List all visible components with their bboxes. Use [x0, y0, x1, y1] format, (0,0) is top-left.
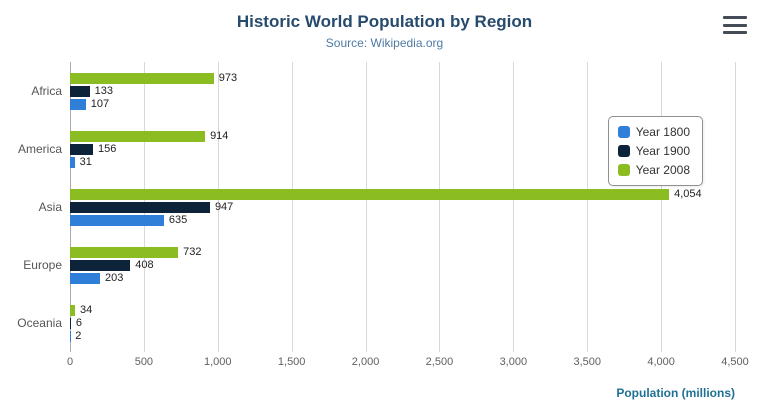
bar-line: 947 [70, 201, 735, 213]
bar-line: 914 [70, 130, 735, 142]
category-label: Asia [38, 200, 62, 214]
gridline [217, 62, 219, 352]
bar-value-label: 156 [98, 143, 117, 155]
bar-line: 203 [70, 272, 735, 284]
bar-line: 635 [70, 214, 735, 226]
x-tick-label: 2,500 [425, 356, 454, 368]
bar-value-label: 4,054 [674, 188, 702, 200]
x-tick-label: 3,500 [573, 356, 601, 368]
category-labels: Africa America Asia Europe Oceania [10, 62, 70, 352]
bar-value-label: 133 [94, 85, 113, 97]
bar-line: 107 [70, 98, 735, 110]
gridline [291, 62, 293, 352]
hamburger-icon[interactable] [723, 16, 747, 34]
category-label: Oceania [17, 316, 62, 330]
bar-year-1900[interactable] [70, 317, 71, 329]
bar-value-label: 732 [183, 246, 202, 258]
x-tick-label: 2,000 [351, 356, 380, 368]
x-tick-label: 3,000 [499, 356, 528, 368]
bar-line: 31 [70, 156, 735, 168]
bar-line: 4,054 [70, 188, 735, 200]
bar-line: 408 [70, 259, 735, 271]
bar-group: 914 156 31 [70, 120, 735, 178]
gridline [365, 62, 367, 352]
hamburger-line [723, 31, 747, 34]
bar-year-1900[interactable] [70, 259, 131, 271]
x-axis-title: Population (millions) [616, 386, 735, 400]
bar-year-1900[interactable] [70, 201, 210, 213]
bar-group: 973 133 107 [70, 62, 735, 120]
bar-year-1800[interactable] [70, 156, 75, 168]
chart-area: Africa America Asia Europe Oceania 973 133 107… [10, 62, 749, 402]
bar-year-1900[interactable] [70, 85, 90, 97]
category-label: Africa [31, 84, 62, 98]
legend-item-year-1900[interactable]: Year 1900 [617, 144, 690, 158]
legend-item-year-1800[interactable]: Year 1800 [617, 125, 690, 139]
bar-value-label: 34 [80, 304, 93, 316]
bar-value-label: 203 [104, 272, 124, 284]
bar-group: 4,054 947 635 [70, 178, 735, 236]
bar-line: 2 [70, 330, 735, 342]
x-tick-label: 4,000 [647, 356, 675, 368]
legend-swatch [617, 126, 630, 138]
plot-area: 973 133 107 914 156 31 4,054 947 635 732 408 203 34 6… [70, 62, 736, 352]
gridline [513, 62, 515, 352]
bar-value-label: 914 [210, 130, 229, 142]
x-tick-label: 1,500 [277, 356, 306, 368]
category-label: Europe [23, 258, 62, 272]
bar-value-label: 2 [75, 330, 82, 342]
gridline [735, 62, 736, 352]
gridline [439, 62, 441, 352]
bar-year-1900[interactable] [70, 143, 94, 155]
chart-title: Historic World Population by Region [236, 12, 533, 31]
bar-year-2008[interactable] [70, 72, 214, 84]
bar-line: 6 [70, 317, 735, 329]
legend-items: Year 1800 Year 1900 Year 2008 [617, 125, 690, 177]
chart-subtitle: Source: Wikipedia.org [325, 36, 444, 50]
x-tick-label: 1,000 [204, 356, 232, 368]
bar-year-1800[interactable] [70, 98, 86, 110]
bar-value-label: 107 [90, 98, 110, 110]
legend-label: Year 1900 [635, 144, 690, 158]
bar-value-label: 973 [218, 72, 238, 84]
bar-rows: 973 133 107 914 156 31 4,054 947 635 732 408 203 34 6… [70, 62, 735, 352]
x-tick-labels: 0 500 1,000 1,500 2,000 2,500 3,000 3,500 4,000 4… [66, 352, 749, 370]
bar-line: 34 [70, 304, 735, 316]
x-tick-label: 500 [134, 356, 154, 368]
bar-year-2008[interactable] [70, 304, 76, 316]
bar-year-2008[interactable] [70, 188, 670, 200]
x-tick-label: 0 [66, 356, 74, 368]
gridline [661, 62, 663, 352]
bar-year-1800[interactable] [70, 214, 164, 226]
bar-year-2008[interactable] [70, 130, 206, 142]
bar-value-label: 635 [168, 214, 188, 226]
hamburger-line [723, 23, 747, 27]
gridline [587, 62, 589, 352]
bar-line: 133 [70, 85, 735, 97]
bar-group: 732 408 203 [70, 236, 735, 294]
legend-item-year-2008[interactable]: Year 2008 [617, 163, 690, 177]
category-label: America [17, 142, 62, 156]
bar-line: 732 [70, 246, 735, 258]
legend-label: Year 1800 [635, 125, 690, 139]
bar-value-label: 31 [79, 156, 92, 168]
bar-line: 156 [70, 143, 735, 155]
bar-value-label: 6 [75, 317, 82, 329]
legend: Year 1800 Year 1900 Year 2008 [607, 116, 703, 186]
legend-swatch [617, 164, 630, 176]
x-tick-label: 4,500 [721, 356, 749, 368]
bar-group: 34 6 2 [70, 294, 735, 352]
bar-line: 973 [70, 72, 735, 84]
bar-value-label: 947 [214, 201, 234, 213]
legend-label: Year 2008 [635, 163, 690, 177]
legend-swatch [617, 145, 630, 157]
bar-year-1800[interactable] [70, 272, 100, 284]
bar-value-label: 408 [135, 259, 154, 271]
hamburger-line [723, 16, 747, 19]
bar-year-2008[interactable] [70, 246, 179, 258]
axis-spacer [10, 352, 70, 370]
